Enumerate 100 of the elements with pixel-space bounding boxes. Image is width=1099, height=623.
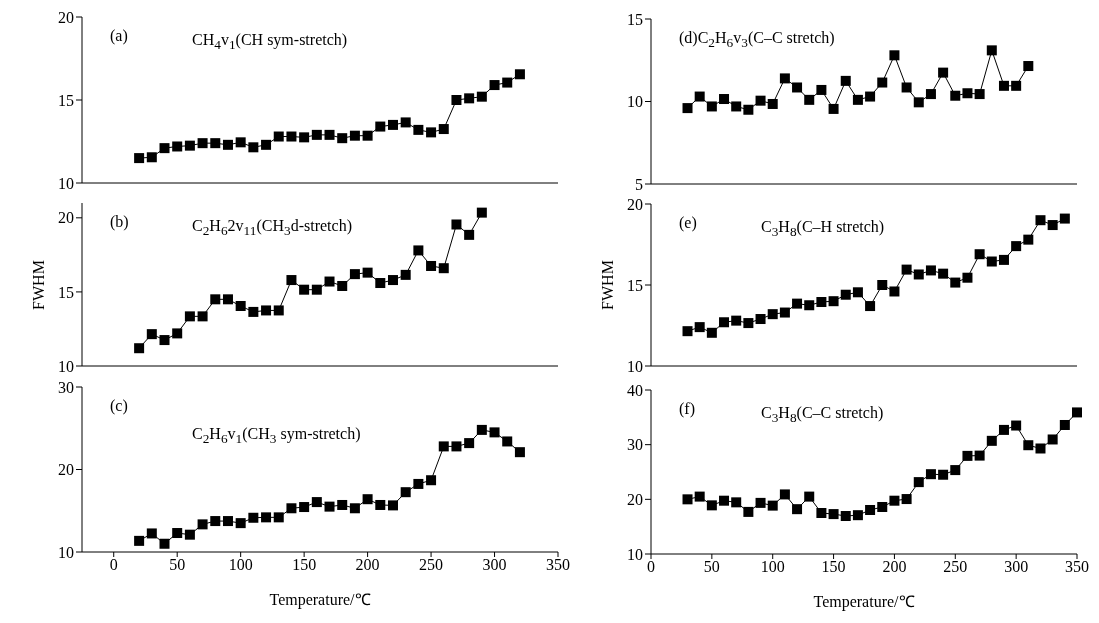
annotation: (d)C$_{2}$H$_{6}$v$_{3}$(C–C stretch) [679, 29, 835, 52]
point [514, 69, 525, 80]
annotation: (f) [679, 400, 695, 418]
point [184, 311, 195, 322]
point [273, 512, 284, 523]
point [159, 143, 170, 154]
y-tick-label: 15 [58, 91, 74, 109]
point [792, 298, 803, 309]
point [1035, 443, 1046, 454]
point [375, 499, 386, 510]
point [974, 450, 985, 461]
point [840, 511, 851, 522]
point [755, 497, 766, 508]
point [913, 97, 924, 108]
annotation: (c) [110, 397, 128, 415]
point [134, 343, 145, 354]
point [451, 441, 462, 452]
point [476, 424, 487, 435]
point [743, 506, 754, 517]
point [950, 90, 961, 101]
y-tick-label: 30 [58, 378, 74, 396]
point [400, 117, 411, 128]
point [877, 77, 888, 88]
point [1023, 234, 1034, 245]
point [222, 294, 233, 305]
point [852, 510, 863, 521]
y-tick-label: 20 [58, 8, 74, 26]
point [719, 495, 730, 506]
point [998, 424, 1009, 435]
point [901, 264, 912, 275]
y-axis-title: FWHM [29, 259, 48, 310]
x-tick-label: 300 [482, 556, 507, 574]
point [962, 272, 973, 283]
point [901, 82, 912, 93]
point [925, 89, 936, 100]
point [719, 94, 730, 105]
point [767, 500, 778, 511]
point [1047, 434, 1058, 445]
point [877, 280, 888, 290]
point [1035, 215, 1046, 226]
point [719, 317, 730, 328]
point [694, 91, 705, 102]
point [828, 103, 839, 114]
point [865, 504, 876, 515]
x-tick-label: 150 [821, 558, 846, 576]
point [426, 127, 437, 138]
point [877, 501, 888, 512]
point [1011, 241, 1022, 252]
point [865, 91, 876, 102]
point [476, 207, 487, 218]
x-tick-label: 250 [419, 556, 444, 574]
point [426, 260, 437, 271]
point [816, 297, 827, 308]
point [1011, 420, 1022, 431]
point [362, 494, 373, 505]
point [706, 327, 717, 338]
y-tick-label: 5 [635, 175, 643, 193]
point [273, 305, 284, 316]
point [438, 124, 449, 135]
point [146, 329, 157, 340]
point [222, 516, 233, 527]
annotation: CH$_{4}$v$_{1}$(CH sym-stretch) [192, 31, 348, 54]
point [184, 529, 195, 540]
point [804, 94, 815, 105]
point [1072, 407, 1082, 418]
point [235, 300, 246, 311]
point [792, 504, 803, 515]
annotation: (e) [679, 214, 697, 232]
point [413, 245, 424, 256]
point [974, 89, 985, 100]
x-tick-label: 100 [228, 556, 253, 574]
point [502, 77, 513, 88]
point [261, 512, 272, 523]
point [502, 436, 513, 447]
point [889, 495, 900, 506]
y-axis-title: FWHM [598, 260, 617, 310]
point [464, 438, 475, 449]
point [146, 528, 157, 539]
point [235, 137, 246, 148]
point [476, 91, 487, 102]
point [349, 503, 360, 514]
point [273, 131, 284, 142]
point [901, 494, 912, 505]
point [804, 300, 815, 311]
point [925, 469, 936, 480]
point [489, 80, 500, 91]
point [731, 497, 742, 508]
point [248, 512, 259, 523]
point [962, 88, 973, 99]
point [974, 249, 985, 260]
point [337, 499, 348, 510]
point [828, 296, 839, 307]
point [299, 502, 310, 513]
point [852, 94, 863, 105]
point [514, 447, 525, 458]
annotation: (a) [110, 27, 128, 45]
point [159, 538, 170, 549]
y-tick-label: 20 [627, 195, 643, 213]
point [184, 140, 195, 151]
point [134, 535, 145, 546]
